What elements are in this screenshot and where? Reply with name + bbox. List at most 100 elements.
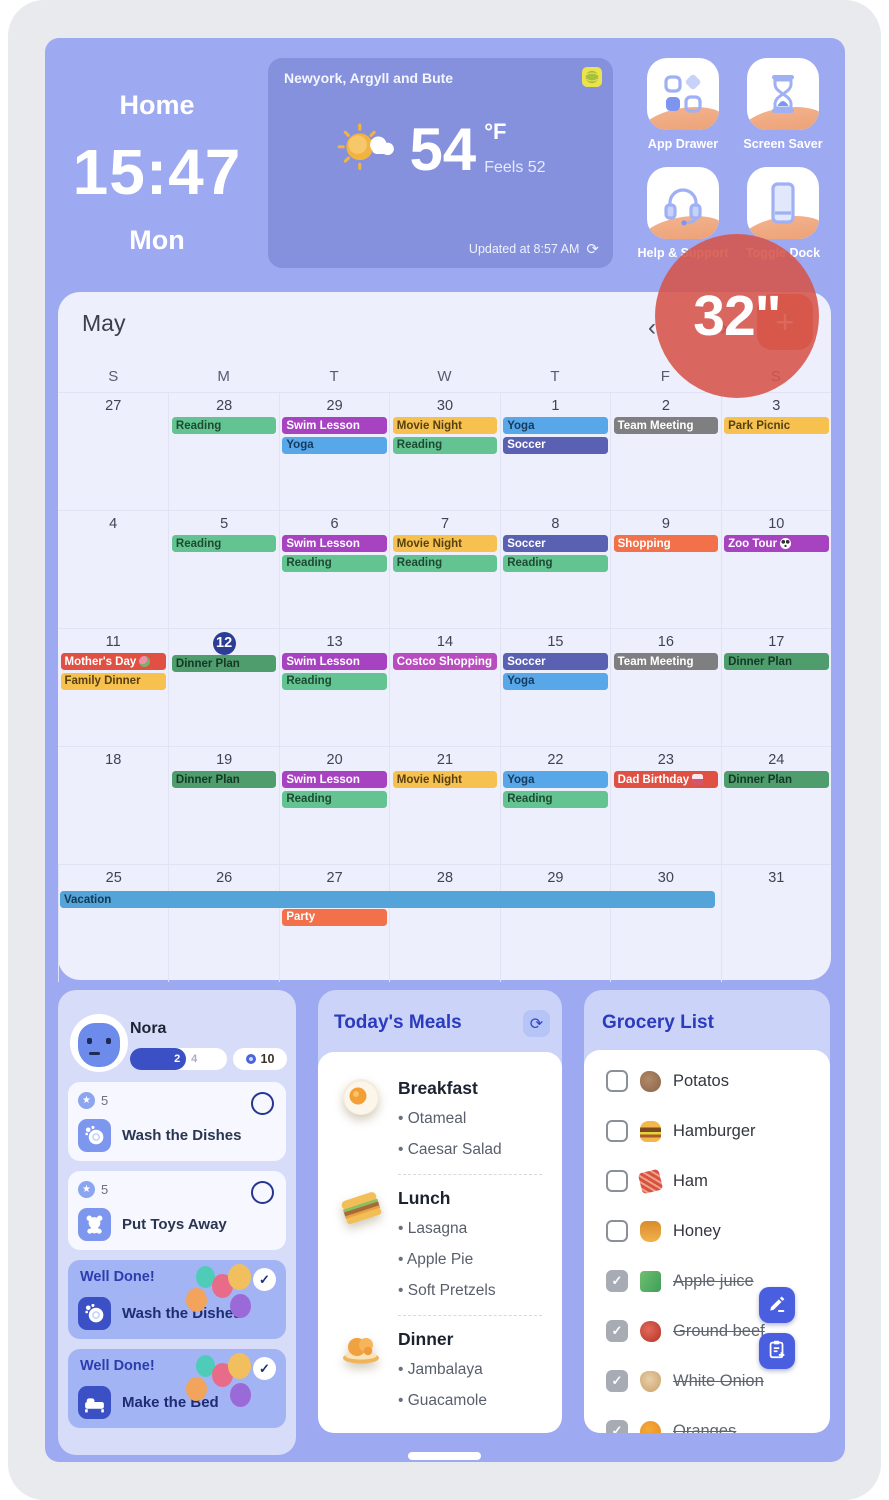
calendar-event[interactable]: Reading [503,554,608,572]
chore-card[interactable]: ★ 5 Put Toys Away [68,1171,286,1250]
completed-chore-card[interactable]: Well Done! ✓ Make the Bed [68,1349,286,1428]
calendar-day-cell[interactable]: 10 Zoo Tour [720,511,831,628]
calendar-day-cell[interactable]: 30 [610,865,720,982]
calendar-event[interactable]: Reading [282,672,387,690]
chore-checkbox[interactable] [251,1181,274,1204]
calendar-event[interactable]: Shopping [613,535,719,552]
calendar-event[interactable]: Yoga [282,436,387,454]
calendar-event[interactable]: Party [282,908,387,926]
calendar-day-cell[interactable]: 18 [58,747,168,864]
avatar[interactable] [70,1014,128,1072]
grocery-item-row[interactable]: Hamburger [584,1106,830,1156]
app-tile-help-support[interactable]: Help & Support [633,167,733,260]
calendar-day-cell[interactable]: 23 Dad Birthday [610,747,720,864]
calendar-event[interactable]: Movie Night [392,771,498,788]
calendar-day-cell[interactable]: 26 [168,865,278,982]
grocery-item-row[interactable]: ✓ Ground beef [584,1306,830,1356]
calendar-day-cell[interactable]: 30 Movie Night Reading [389,393,499,510]
grocery-checkbox[interactable] [606,1220,628,1242]
calendar-event[interactable]: Zoo Tour [724,535,829,552]
meals-refresh-button[interactable]: ⟳ [523,1010,550,1037]
calendar-event[interactable]: Yoga [503,771,608,788]
calendar-day-cell[interactable]: 2 Team Meeting [610,393,720,510]
calendar-day-cell[interactable]: 1 Yoga Soccer [499,393,610,510]
calendar-event[interactable]: Swim Lesson [282,771,387,788]
clipboard-add-button[interactable] [759,1333,795,1369]
calendar-prev-button[interactable]: ‹ [648,314,656,341]
calendar-day-cell[interactable]: 5 Reading [168,511,278,628]
calendar-event[interactable]: Swim Lesson [282,653,387,670]
grocery-checkbox[interactable] [606,1070,628,1092]
calendar-event[interactable]: Reading [392,554,498,572]
chore-card[interactable]: ★ 5 Wash the Dishes [68,1082,286,1161]
calendar-day-cell[interactable]: 27 [58,393,168,510]
calendar-event[interactable]: Yoga [503,672,608,690]
calendar-event[interactable]: Mother's Day [60,653,166,670]
calendar-day-cell[interactable]: 16 Team Meeting [610,629,720,746]
grocery-item-row[interactable]: Ham [584,1156,830,1206]
calendar-event[interactable]: Swim Lesson [282,417,387,434]
calendar-day-cell[interactable]: 21 Movie Night [389,747,499,864]
calendar-day-cell[interactable]: 4 [58,511,168,628]
calendar-day-cell[interactable]: 29 Swim Lesson Yoga [278,393,389,510]
calendar-event[interactable]: Park Picnic [724,417,829,434]
calendar-day-cell[interactable]: 20 Swim Lesson Reading [278,747,389,864]
app-tile-app-drawer[interactable]: App Drawer [633,58,733,151]
calendar-event[interactable]: Reading [171,417,277,434]
calendar-event[interactable]: Movie Night [392,535,498,552]
grocery-item-row[interactable]: ✓ Apple juice [584,1256,830,1306]
calendar-day-cell[interactable]: 12 Dinner Plan [168,629,278,746]
completed-chore-card[interactable]: Well Done! ✓ Wash the Dishes [68,1260,286,1339]
calendar-day-cell[interactable]: 25 [58,865,168,982]
calendar-event[interactable]: Reading [282,790,387,808]
grocery-item-row[interactable]: ✓ White Onion [584,1356,830,1406]
calendar-event[interactable]: Soccer [503,653,608,670]
chore-checkbox[interactable] [251,1092,274,1115]
calendar-day-cell[interactable]: 17 Dinner Plan [720,629,831,746]
app-tile-screen-saver[interactable]: Screen Saver [733,58,833,151]
calendar-event[interactable]: Dinner Plan [171,771,277,788]
calendar-event[interactable]: Team Meeting [613,417,719,434]
grocery-checkbox[interactable]: ✓ [606,1270,628,1292]
calendar-event[interactable]: Movie Night [392,417,498,434]
calendar-day-cell[interactable]: 31 [720,865,831,982]
calendar-event[interactable]: Reading [392,436,498,454]
calendar-day-cell[interactable]: 8 Soccer Reading [499,511,610,628]
calendar-day-cell[interactable]: 28 [389,865,499,982]
calendar-event[interactable]: Dinner Plan [171,655,277,672]
calendar-day-cell[interactable]: 14 Costco Shopping [389,629,499,746]
calendar-event[interactable]: Costco Shopping [392,653,498,670]
calendar-day-cell[interactable]: 19 Dinner Plan [168,747,278,864]
calendar-event[interactable]: Reading [282,554,387,572]
calendar-event[interactable]: Swim Lesson [282,535,387,552]
calendar-day-cell[interactable]: 27 Party [278,865,389,982]
calendar-event[interactable]: Dinner Plan [724,771,829,788]
calendar-event[interactable]: Yoga [503,417,608,434]
calendar-day-cell[interactable]: 28 Reading [168,393,278,510]
calendar-day-cell[interactable]: 13 Swim Lesson Reading [278,629,389,746]
calendar-event[interactable]: Reading [171,535,277,552]
calendar-day-cell[interactable]: 11 Mother's Day Family Dinner [58,629,168,746]
calendar-event[interactable]: Team Meeting [613,653,719,670]
calendar-event[interactable]: Reading [503,790,608,808]
calendar-event[interactable]: Family Dinner [60,672,166,690]
grocery-checkbox[interactable]: ✓ [606,1420,628,1433]
calendar-day-cell[interactable]: 15 Soccer Yoga [499,629,610,746]
calendar-event[interactable]: Soccer [503,436,608,454]
grocery-checkbox[interactable]: ✓ [606,1370,628,1392]
calendar-event[interactable]: Dad Birthday [613,771,719,788]
calendar-day-cell[interactable]: 6 Swim Lesson Reading [278,511,389,628]
calendar-day-cell[interactable]: 7 Movie Night Reading [389,511,499,628]
calendar-day-cell[interactable]: 9 Shopping [610,511,720,628]
grocery-item-row[interactable]: ✓ Oranges [584,1406,830,1433]
calendar-event[interactable]: Soccer [503,535,608,552]
app-tile-toggle-dock[interactable]: Toggle Dock [733,167,833,260]
calendar-event[interactable]: Vacation [60,891,715,908]
grocery-checkbox[interactable] [606,1120,628,1142]
calendar-day-cell[interactable]: 22 Yoga Reading [499,747,610,864]
grocery-checkbox[interactable]: ✓ [606,1320,628,1342]
grocery-item-row[interactable]: Potatos [584,1056,830,1106]
edit-button[interactable] [759,1287,795,1323]
weather-refresh-icon[interactable]: ⟳ [586,241,599,258]
calendar-event[interactable]: Dinner Plan [724,653,829,670]
